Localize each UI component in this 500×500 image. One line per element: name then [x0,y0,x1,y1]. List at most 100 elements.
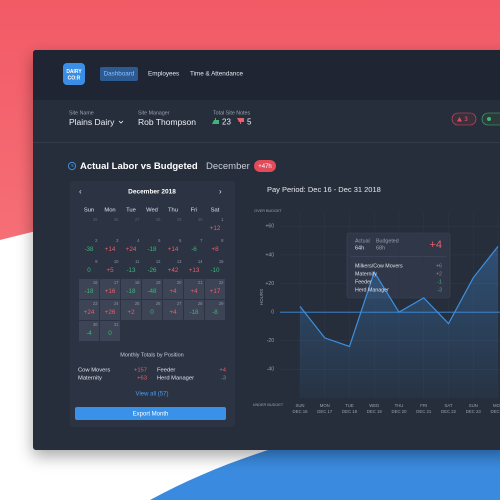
x-tick-date: DEC 24 [490,409,500,414]
clock-hands [71,164,74,167]
day-number: 30 [198,217,203,222]
ok-badge[interactable] [481,112,500,126]
x-tick-date: DEC 18 [342,409,358,414]
dropdown-icon[interactable] [118,120,124,124]
calendar-cell[interactable] [142,300,162,320]
day-value: +14 [105,246,116,253]
ok-icon [487,117,491,121]
day-value: +8 [211,246,219,253]
day-number: 27 [135,217,140,222]
day-value: -4 [86,330,92,337]
y-axis-title: HOURS [259,289,264,305]
day-value: +4 [190,288,198,295]
x-tick-label: SAT [444,403,452,408]
delta-value: +47h [258,164,272,170]
tooltip-row-value: -3 [437,287,442,293]
weekday: Sat [211,208,220,214]
day-number: 11 [135,259,140,264]
x-tick-label: MON [320,403,330,408]
calendar-cell[interactable] [79,279,99,299]
calendar-cell[interactable] [205,300,225,320]
tooltip-row-name: Herd Manager [355,287,389,293]
day-number: 15 [219,259,224,264]
position-name: Herd Manager [157,376,194,382]
logo[interactable] [63,63,85,85]
day-value: +24 [126,246,137,253]
view-all-link[interactable]: View all (57) [136,392,169,398]
y-tick-label: -20 [267,338,274,344]
tooltip-divider [351,256,446,257]
day-number: 5 [158,238,161,243]
x-tick-date: DEC 21 [416,409,432,414]
y-tick-label: +60 [266,224,275,230]
nav-item[interactable]: Time & Attendance [190,71,243,78]
site-name[interactable]: Plains Dairy [69,117,115,127]
section-month: December [206,161,250,172]
calendar-cell[interactable] [163,300,183,320]
day-value: +2 [127,309,135,316]
day-value: -10 [210,267,220,274]
calendar-cell[interactable] [184,300,204,320]
position-value: +157 [134,368,147,374]
day-value: -48 [147,288,157,295]
tooltip-row-name: Feeder [355,279,372,285]
day-value: 0 [87,267,91,274]
calendar-cell[interactable] [121,279,141,299]
day-number: 4 [137,238,140,243]
tooltip-actual: 64h [355,245,364,251]
day-value: +4 [169,288,177,295]
day-number: 24 [114,301,119,306]
x-tick-label: THU [395,403,404,408]
tooltip-delta: +4 [429,239,442,251]
day-number: 29 [177,217,182,222]
calendar-cell[interactable] [100,300,120,320]
calendar-cell[interactable] [142,279,162,299]
day-value: +16 [105,288,116,295]
weekday: Tue [126,208,136,214]
day-value: -18 [189,309,199,316]
day-number: 31 [114,322,119,327]
x-tick-label: SUN [469,403,478,408]
field-label: Site Manager [138,110,170,116]
chart-title: Pay Period: Dec 16 - Dec 31 2018 [267,185,381,194]
position-value: +4 [219,368,226,374]
calendar-cell[interactable] [100,279,120,299]
calendar-cell[interactable] [121,300,141,320]
position-value: +63 [137,376,147,382]
weekday: Sun [84,208,94,214]
calendar-cell[interactable] [79,321,99,341]
site-manager: Rob Thompson [138,117,196,127]
day-number: 26 [114,217,119,222]
alert-badge[interactable] [451,112,477,126]
day-value: -6 [191,246,197,253]
nav-active [100,67,138,81]
y-tick-label: 0 [271,309,274,315]
day-value: 0 [108,330,112,337]
calendar-cell[interactable] [100,321,120,341]
day-number: 9 [95,259,98,264]
day-value: +42 [168,267,179,274]
day-value: -26 [147,267,157,274]
field-label: Site Name [69,110,94,116]
y-bottom-label: UNDER BUDGET [253,403,284,407]
calendar-cell[interactable] [163,279,183,299]
day-number: 22 [219,280,224,285]
calendar-cell[interactable] [205,279,225,299]
nav-item[interactable]: Dashboard [104,71,135,78]
day-number: 13 [177,259,182,264]
day-number: 2 [95,238,98,243]
alerts-count: 3 [464,117,468,123]
tooltip-label: Budgeted [376,238,399,244]
export-button[interactable] [75,407,226,420]
calendar-cell[interactable] [79,300,99,320]
next-month[interactable]: › [219,187,222,196]
nav-item[interactable]: Employees [148,71,179,78]
day-value: +13 [189,267,200,274]
day-number: 3 [116,238,119,243]
day-number: 6 [179,238,182,243]
calendar-title: December 2018 [128,189,176,196]
prev-month[interactable]: ‹ [79,187,82,196]
x-tick-date: DEC 17 [317,409,333,414]
calendar-cell[interactable] [184,279,204,299]
